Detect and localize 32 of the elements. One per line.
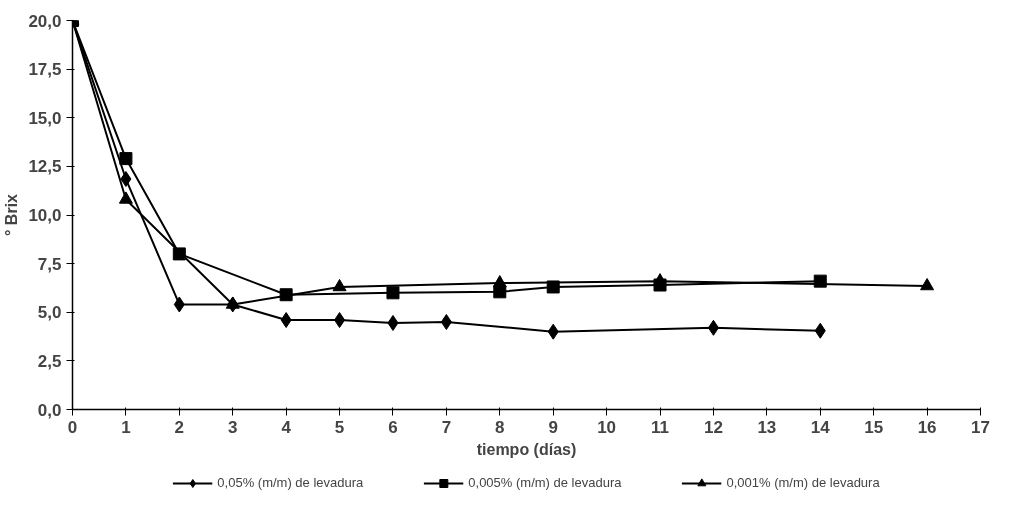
x-tick-label: 17 [971, 417, 990, 437]
x-tick-label: 10 [597, 417, 617, 437]
x-tick-label: 0 [67, 417, 78, 437]
x-tick-label: 14 [810, 417, 831, 437]
x-tick-label: 16 [917, 417, 937, 437]
x-tick-label: 2 [174, 417, 185, 437]
x-tick-label: 9 [548, 417, 558, 437]
y-tick-label: 15,0 [28, 108, 62, 128]
legend-label: 0,05% (m/m) de levadura [217, 475, 364, 490]
y-tick-label: 7,5 [37, 254, 62, 274]
x-tick-label: 7 [441, 417, 452, 437]
x-tick-label: 11 [651, 417, 670, 437]
x-tick-label: 12 [703, 417, 723, 437]
y-tick-label: 5,0 [37, 303, 62, 323]
x-tick-label: 6 [388, 417, 398, 437]
x-tick-label: 5 [334, 417, 345, 437]
y-tick-label: 10,0 [28, 206, 62, 225]
x-tick-label: 13 [757, 417, 777, 437]
y-axis-title: ° Brix [3, 193, 21, 236]
y-tick-label: 17,5 [28, 60, 62, 80]
y-tick-label: 2,5 [37, 351, 62, 371]
x-tick-label: 1 [121, 417, 131, 437]
x-tick-label: 4 [281, 417, 292, 437]
legend-label: 0,001% (m/m) de levadura [726, 475, 880, 490]
x-axis-title: tiempo (días) [476, 440, 577, 458]
x-tick-label: 3 [228, 417, 238, 437]
legend-label: 0,005% (m/m) de levadura [468, 475, 622, 490]
y-tick-label: 12,5 [28, 157, 62, 177]
x-tick-label: 15 [864, 417, 884, 437]
y-tick-label: 20,0 [28, 11, 62, 31]
x-tick-label: 8 [495, 417, 505, 437]
y-tick-label: 0,0 [37, 400, 62, 420]
